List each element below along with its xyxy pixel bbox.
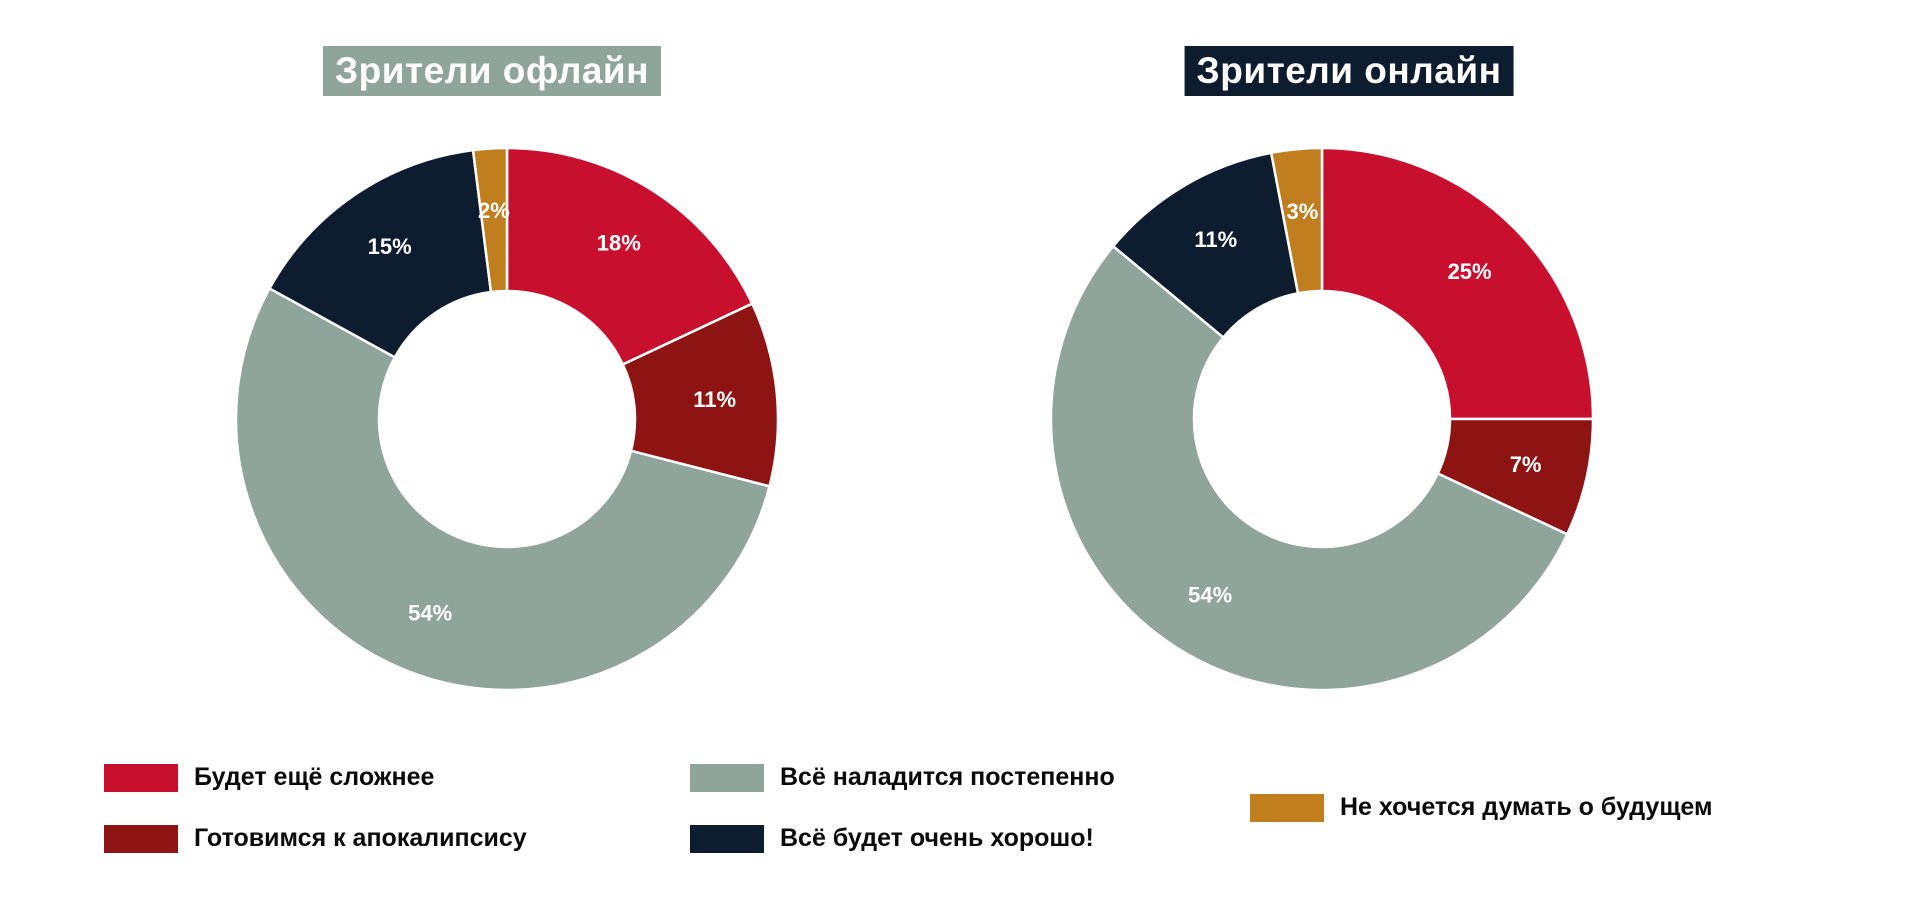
slice-label: 11% — [693, 387, 736, 412]
donut-slice-0 — [505, 146, 754, 367]
slice-label: 54% — [1188, 583, 1232, 608]
legend-label: Не хочется думать о будущем — [1340, 793, 1713, 821]
slice-label: 2% — [478, 198, 510, 223]
legend-swatch-navy — [690, 824, 764, 853]
chart-title-offline: Зрители офлайн — [323, 46, 661, 96]
slice-label: 11% — [1194, 227, 1237, 252]
legend-item-apocalypse: Готовимся к апокалипсису — [104, 824, 527, 853]
legend-label: Готовимся к апокалипсису — [194, 824, 527, 852]
legend-item-very-good: Всё будет очень хорошо! — [690, 824, 1094, 853]
donut-chart-online: 25% 7% 54% 11% 3% — [1049, 146, 1595, 692]
legend-item-gradually-better: Всё наладится постепенно — [690, 763, 1115, 792]
legend-swatch-gold — [1250, 793, 1324, 822]
slice-label: 15% — [368, 234, 412, 259]
slice-label: 18% — [597, 230, 641, 255]
donut-chart-offline: 18% 11% 54% 15% 2% — [234, 146, 780, 692]
donut-slice-0 — [1320, 146, 1595, 421]
legend-label: Всё наладится постепенно — [780, 763, 1115, 791]
donut-slice-3 — [267, 148, 493, 360]
legend-label: Будет ещё сложнее — [194, 763, 435, 791]
legend-label: Всё будет очень хорошо! — [780, 824, 1094, 852]
donut-slice-2 — [234, 286, 772, 692]
legend-item-harder: Будет ещё сложнее — [104, 763, 434, 792]
chart-title-online: Зрители онлайн — [1184, 46, 1514, 96]
legend-swatch-sage — [690, 763, 764, 792]
slice-label: 54% — [408, 601, 452, 626]
legend-swatch-dark-red — [104, 824, 178, 853]
legend-swatch-red — [104, 763, 178, 792]
donut-slice-2 — [1049, 244, 1569, 692]
slice-label: 3% — [1287, 199, 1319, 224]
slice-label: 25% — [1448, 259, 1492, 284]
legend-item-dont-think-future: Не хочется думать о будущем — [1250, 793, 1713, 822]
slice-label: 7% — [1510, 452, 1542, 477]
donut-slice-4 — [471, 146, 509, 294]
donut-slice-4 — [1269, 146, 1324, 295]
